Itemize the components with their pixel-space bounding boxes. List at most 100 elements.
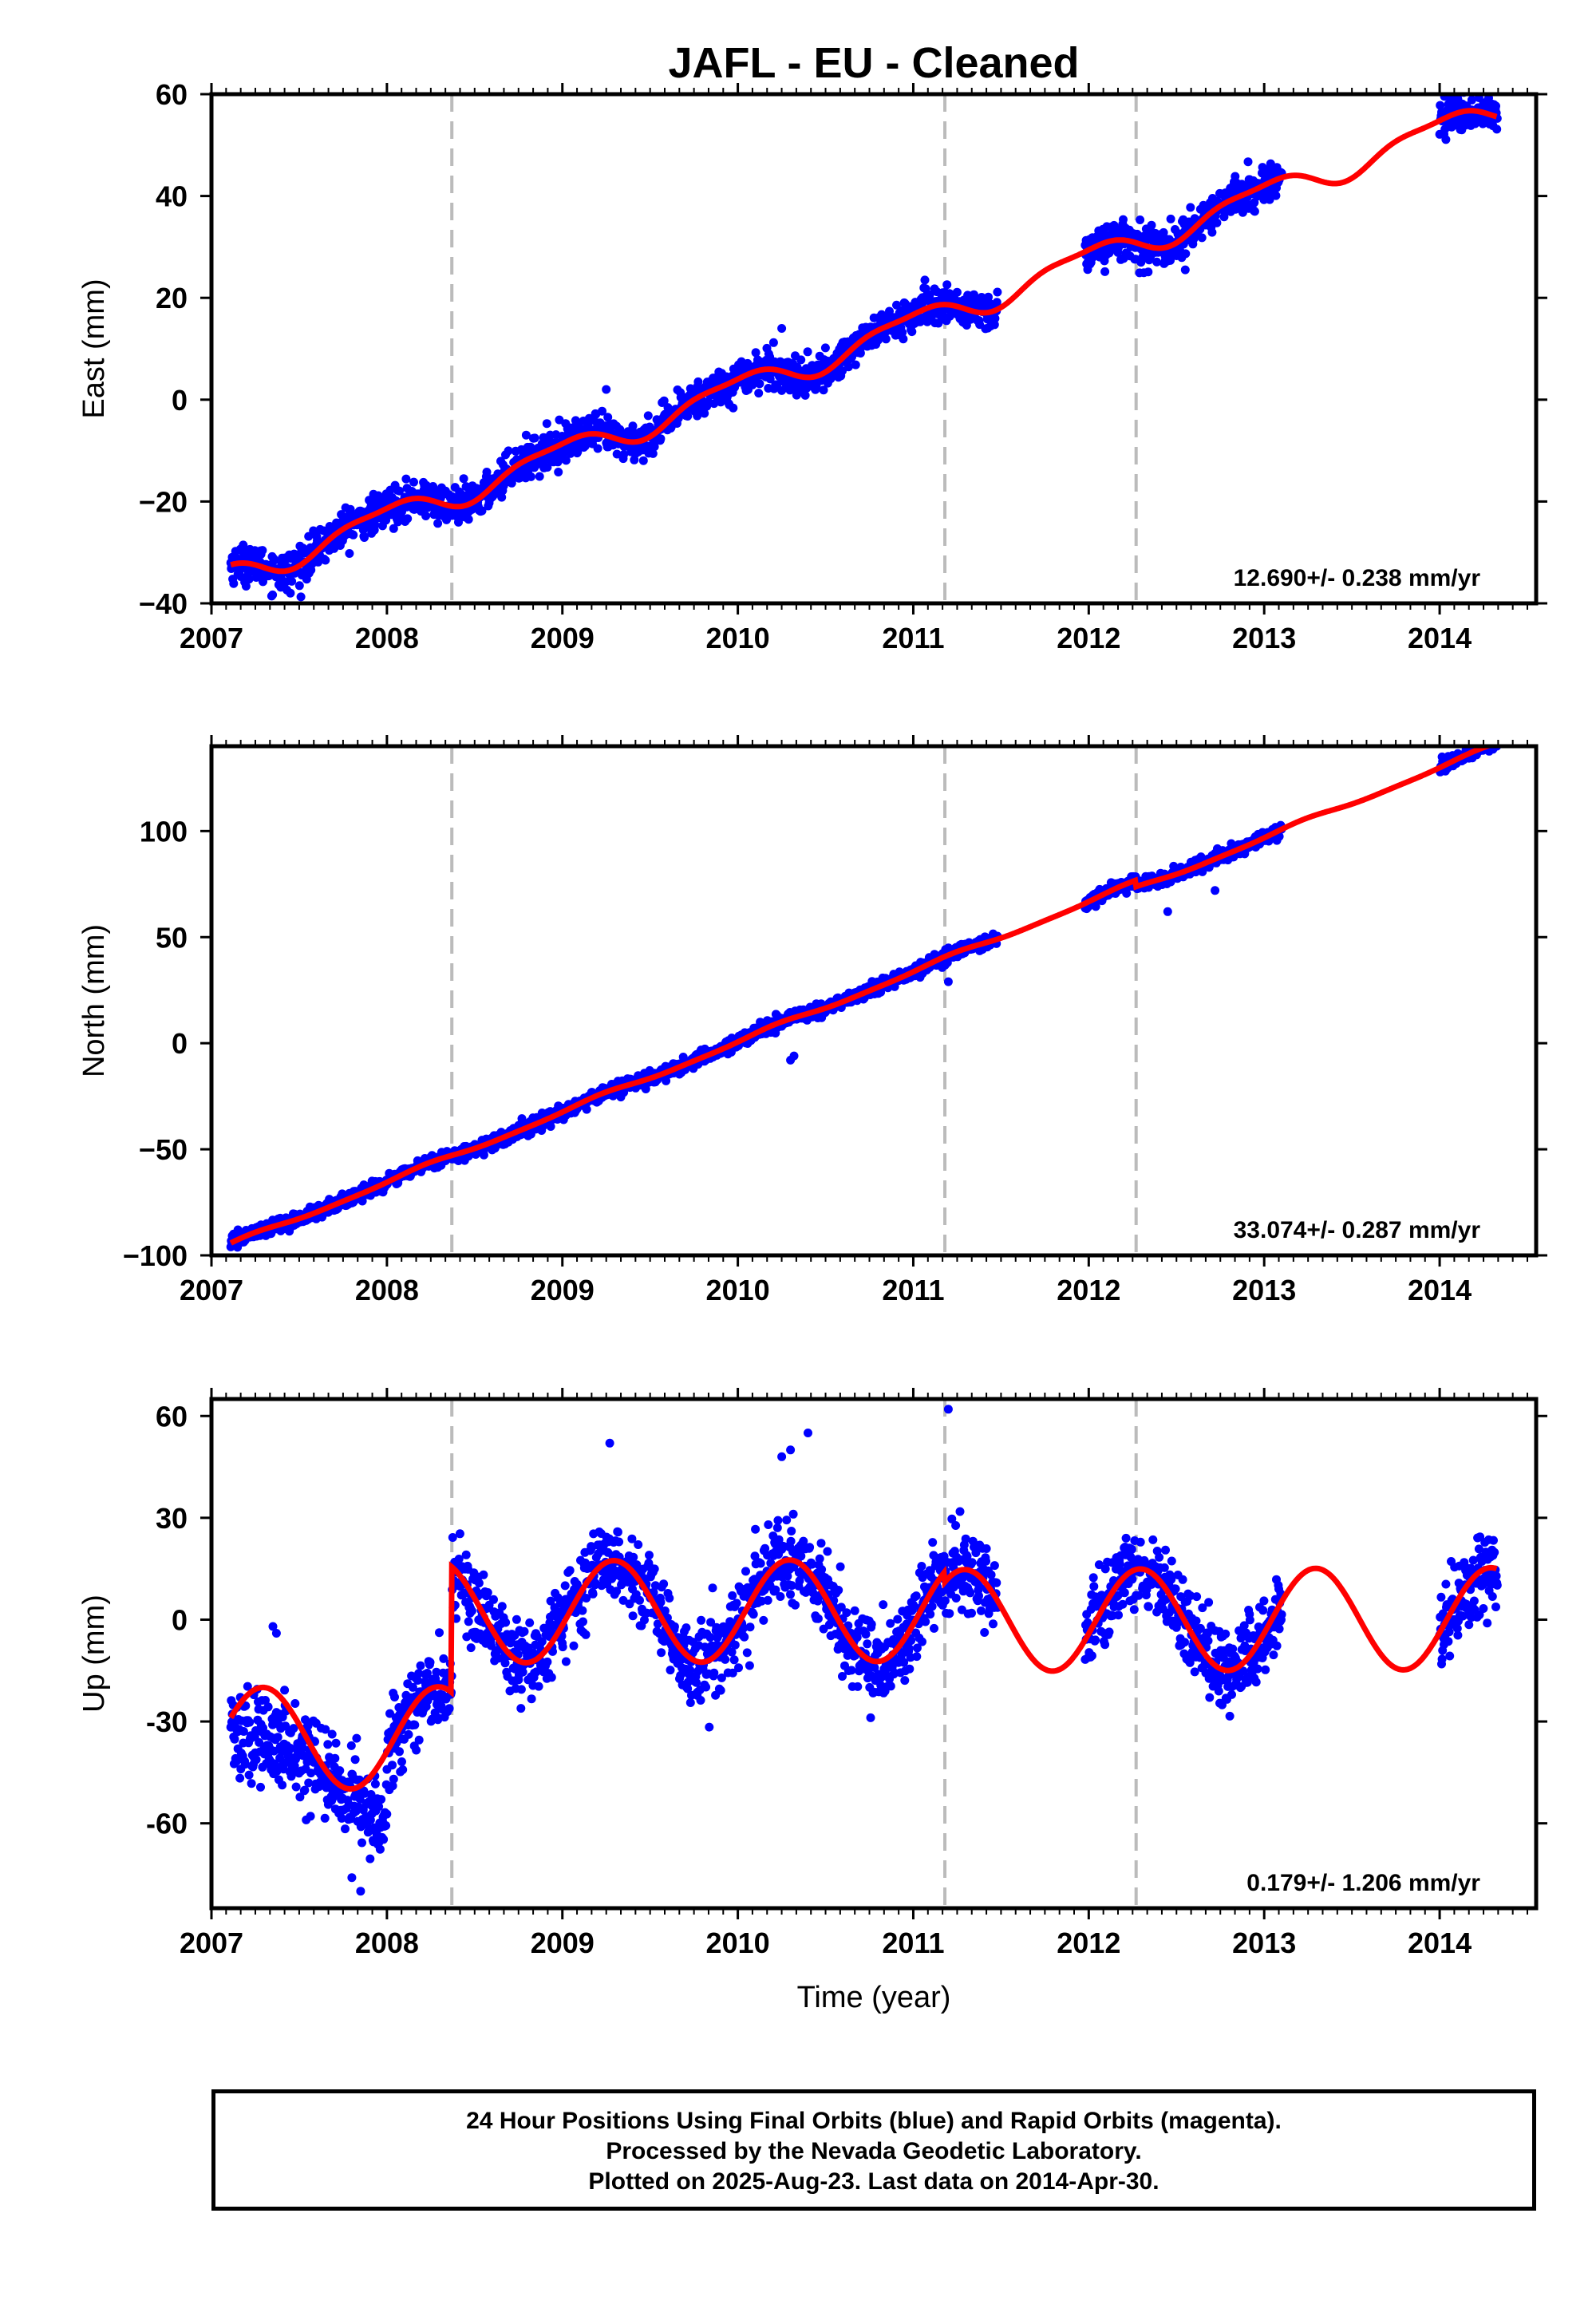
- data-point: [751, 348, 760, 358]
- data-point: [874, 335, 883, 345]
- data-point: [286, 588, 295, 598]
- data-point: [755, 379, 764, 389]
- data-point: [693, 411, 702, 421]
- x-tick-label: 2009: [531, 622, 595, 654]
- data-point: [1243, 157, 1253, 167]
- data-point: [255, 1737, 264, 1747]
- data-point: [1271, 191, 1281, 200]
- data-point: [258, 546, 267, 555]
- data-point: [401, 474, 411, 484]
- data-point: [1166, 255, 1175, 265]
- data-point: [243, 1682, 252, 1691]
- data-point: [263, 1702, 273, 1712]
- data-point: [899, 334, 908, 344]
- data-point: [504, 446, 513, 456]
- data-point: [1197, 233, 1207, 243]
- data-point: [535, 472, 544, 481]
- data-point: [306, 1769, 316, 1778]
- data-point: [278, 1780, 287, 1790]
- data-point: [984, 292, 993, 302]
- velocity-annotation: 12.690+/- 0.238 mm/yr: [1234, 565, 1481, 591]
- data-point: [851, 360, 860, 370]
- data-point: [612, 449, 622, 459]
- data-point: [321, 1725, 330, 1734]
- x-tick-label: 2010: [706, 622, 770, 654]
- model-fit-line: [229, 746, 1497, 1246]
- data-point: [573, 447, 583, 456]
- data-point: [803, 347, 812, 357]
- data-point: [593, 444, 602, 453]
- data-point: [304, 1778, 314, 1788]
- data-point: [403, 514, 413, 524]
- data-point: [530, 433, 539, 443]
- data-point: [337, 1813, 346, 1823]
- data-point: [1119, 215, 1128, 224]
- data-point: [1436, 101, 1445, 110]
- data-point: [648, 449, 658, 458]
- y-axis-label: East (mm): [77, 279, 111, 418]
- x-tick-label: 2014: [1408, 1274, 1472, 1306]
- model-fit-line: [230, 108, 1498, 575]
- y-axis-label: North (mm): [77, 924, 111, 1077]
- data-point: [1163, 907, 1172, 916]
- data-point: [231, 1757, 241, 1766]
- data-point: [272, 1766, 282, 1776]
- data-point: [350, 1755, 360, 1765]
- data-point: [433, 519, 443, 528]
- data-point: [280, 1686, 290, 1695]
- data-points: [226, 1405, 1502, 1896]
- data-point: [240, 1760, 250, 1769]
- data-point: [554, 468, 563, 476]
- data-point: [1152, 257, 1162, 267]
- plot-frame: [209, 92, 1539, 606]
- data-point: [800, 390, 810, 400]
- plot-frame: [209, 744, 1539, 1258]
- data-point: [1147, 220, 1156, 230]
- x-tick-label: 2012: [1057, 1274, 1120, 1306]
- data-point: [273, 1733, 282, 1742]
- data-point: [294, 581, 304, 591]
- data-point: [244, 1770, 254, 1780]
- x-tick-label: 2008: [355, 622, 419, 654]
- data-point: [602, 385, 611, 394]
- data-point: [789, 1051, 799, 1061]
- data-point: [1212, 218, 1222, 227]
- data-point: [1186, 203, 1195, 212]
- data-point: [1485, 735, 1494, 744]
- data-point: [345, 549, 354, 558]
- data-point: [1207, 227, 1217, 237]
- data-point: [785, 385, 795, 395]
- data-point: [765, 374, 775, 384]
- data-point: [290, 1699, 300, 1708]
- data-point: [907, 327, 917, 337]
- panel-north: 2007 2008 2009 2010 2011 2012 2013 2014−100−500…: [77, 735, 1547, 1306]
- x-tick-label: 2008: [355, 1274, 419, 1306]
- chart-title: JAFL - EU - Cleaned: [668, 39, 1079, 87]
- data-point: [241, 582, 251, 591]
- data-point: [360, 533, 369, 542]
- x-tick-label: 2011: [882, 622, 944, 654]
- data-point: [327, 1729, 337, 1739]
- data-point: [239, 1727, 248, 1736]
- data-point: [395, 486, 404, 496]
- data-point: [346, 504, 355, 514]
- data-point: [243, 552, 252, 562]
- data-point: [291, 1782, 301, 1792]
- data-point: [229, 579, 239, 588]
- data-point: [892, 300, 901, 310]
- data-point: [287, 1770, 297, 1780]
- data-point: [628, 421, 638, 431]
- data-point: [650, 442, 659, 452]
- data-point: [251, 1755, 261, 1765]
- data-point: [881, 334, 891, 344]
- data-point: [820, 343, 830, 353]
- data-point: [1144, 267, 1153, 277]
- data-point: [346, 1741, 356, 1750]
- data-point: [245, 1717, 255, 1727]
- data-point: [1231, 172, 1240, 181]
- data-point: [482, 468, 492, 476]
- data-point: [992, 298, 1001, 307]
- data-point: [619, 450, 629, 460]
- data-point: [777, 324, 787, 333]
- y-tick-label: 0: [172, 384, 188, 417]
